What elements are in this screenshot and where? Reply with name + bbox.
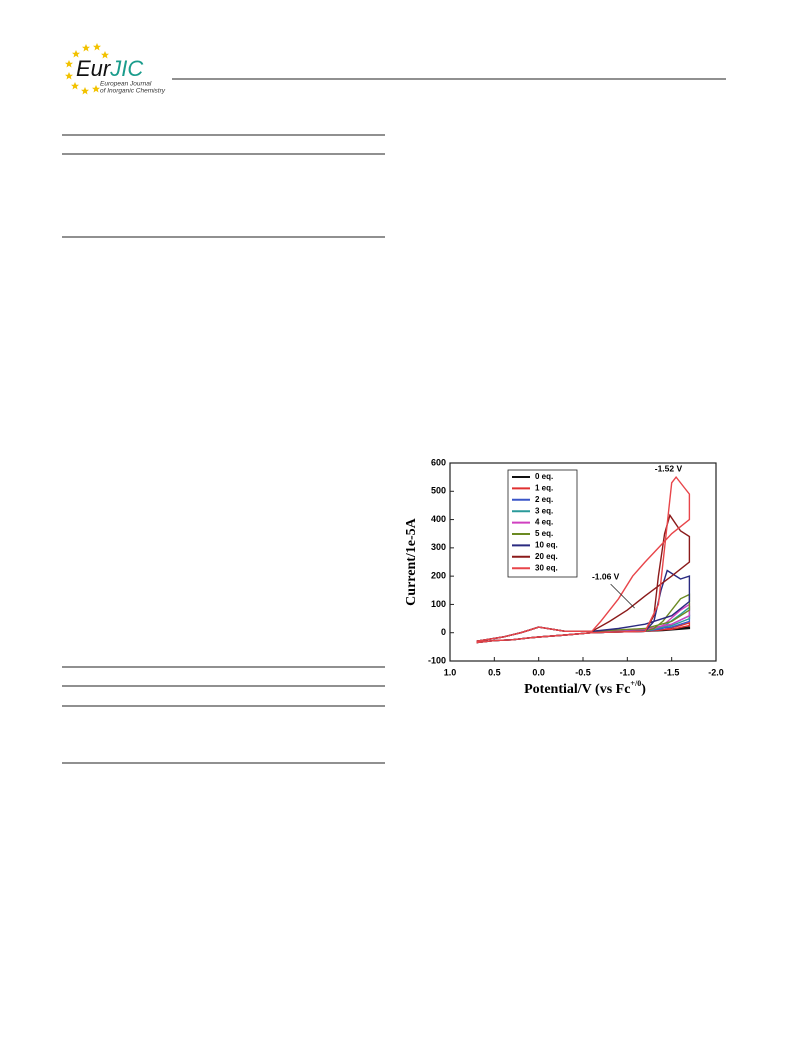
x-tick-label: 0.0 (532, 667, 545, 677)
legend-label: 30 eq. (535, 563, 558, 572)
y-tick-label: 100 (431, 599, 446, 609)
y-axis-label: Current/1e-5A (404, 517, 419, 605)
legend-label: 1 eq. (535, 484, 553, 493)
chart: -100 0 100 200 300 400 500 600 1.0 0.5 0.0 -0.5 -1.0… (404, 457, 724, 697)
legend-label: 2 eq. (535, 495, 553, 504)
legend-label: 5 eq. (535, 529, 553, 538)
x-tick-label: 1.0 (444, 667, 457, 677)
legend-label: 10 eq. (535, 541, 558, 550)
y-tick-label: 0 (441, 627, 446, 637)
y-tick-label: 600 (431, 457, 446, 467)
y-tick-label: 500 (431, 486, 446, 496)
annotation: -1.06 V (592, 571, 620, 581)
y-tick-label: 400 (431, 514, 446, 524)
y-tick-label: 300 (431, 542, 446, 552)
annotation: -1.52 V (655, 463, 683, 473)
legend-label: 20 eq. (535, 552, 558, 561)
cv-curve (476, 603, 691, 644)
legend-label: 0 eq. (535, 472, 553, 481)
y-tick-label: 200 (431, 571, 446, 581)
x-tick-label: 0.5 (488, 667, 501, 677)
x-tick-label: -1.5 (664, 667, 680, 677)
legend-label: 3 eq. (535, 506, 553, 515)
rules (62, 78, 726, 764)
x-axis-label: Potential/V (vs Fc+/0) (524, 679, 646, 697)
cv-curve (476, 475, 691, 644)
x-tick-label: -2.0 (708, 667, 724, 677)
x-tick-label: -0.5 (575, 667, 591, 677)
y-tick-label: -100 (428, 655, 446, 665)
x-axis-label-part: ) (641, 682, 646, 697)
x-axis-label-part: Potential/V (vs Fc (524, 682, 630, 697)
annotation-arrow (610, 583, 635, 609)
x-axis-label-sup: +/0 (630, 679, 641, 688)
x-tick-label: -1.0 (620, 667, 636, 677)
legend-label: 4 eq. (535, 518, 553, 527)
logo-line: of Inorganic Chemistry (100, 88, 166, 95)
logo-line: European Journal (100, 81, 152, 88)
logo: EurJIC (76, 56, 143, 81)
